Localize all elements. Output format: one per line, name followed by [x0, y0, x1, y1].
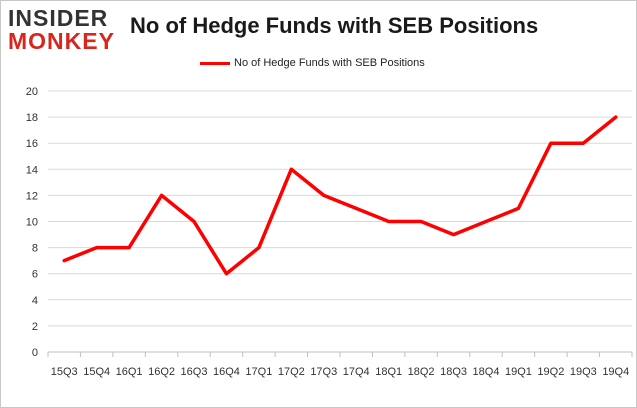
data-point	[289, 167, 293, 171]
x-tick-label: 19Q1	[505, 366, 532, 378]
x-tick-label: 17Q2	[278, 366, 305, 378]
x-tick-label: 17Q4	[343, 366, 370, 378]
logo-text-bottom: MONKEY	[8, 28, 115, 54]
data-point	[354, 206, 358, 210]
y-tick-label: 8	[32, 243, 38, 255]
x-tick-label: 16Q4	[213, 366, 240, 378]
x-tick-label: 19Q3	[570, 366, 597, 378]
data-point	[257, 246, 261, 250]
x-tick-label: 18Q3	[440, 366, 467, 378]
data-point	[192, 220, 196, 223]
data-point	[484, 220, 488, 223]
data-point	[160, 193, 164, 197]
x-tick-label: 16Q2	[148, 366, 175, 378]
y-tick-label: 14	[26, 164, 38, 176]
x-tick-label: 16Q3	[181, 366, 208, 378]
y-tick-label: 16	[26, 138, 38, 150]
legend-swatch	[200, 61, 230, 65]
x-tick-label: 17Q1	[245, 366, 272, 378]
x-tick-label: 18Q2	[408, 366, 435, 378]
data-point	[549, 141, 553, 145]
data-point	[419, 220, 423, 223]
data-point	[62, 259, 66, 263]
y-tick-label: 0	[32, 347, 38, 359]
data-point	[95, 246, 99, 250]
data-point	[581, 141, 585, 145]
x-tick-label: 19Q2	[537, 366, 564, 378]
data-point	[452, 233, 456, 237]
data-point	[322, 193, 326, 197]
y-tick-label: 12	[26, 190, 38, 202]
x-tick-label: 15Q3	[51, 366, 78, 378]
data-point	[224, 272, 228, 276]
insider-monkey-logo: INSIDER MONKEY	[8, 7, 120, 53]
x-tick-label: 16Q1	[116, 366, 143, 378]
x-tick-label: 15Q4	[83, 366, 110, 378]
y-tick-label: 6	[32, 269, 38, 281]
data-point	[614, 115, 618, 119]
chart-title: No of Hedge Funds with SEB Positions	[130, 13, 539, 38]
logo-text-top: INSIDER	[8, 5, 109, 31]
x-tick-label: 18Q1	[375, 366, 402, 378]
y-tick-label: 18	[26, 112, 38, 124]
y-tick-label: 2	[32, 321, 38, 333]
data-point	[516, 206, 520, 210]
legend-label: No of Hedge Funds with SEB Positions	[234, 57, 425, 69]
data-point	[127, 246, 131, 250]
chart-legend: No of Hedge Funds with SEB Positions	[200, 55, 425, 71]
y-tick-label: 20	[26, 86, 38, 98]
x-tick-label: 19Q4	[602, 366, 629, 378]
y-tick-label: 10	[26, 217, 38, 229]
series-line	[62, 115, 618, 276]
x-tick-label: 17Q3	[310, 366, 337, 378]
y-tick-label: 4	[32, 295, 38, 307]
data-point	[387, 220, 391, 223]
x-tick-label: 18Q4	[473, 366, 500, 378]
